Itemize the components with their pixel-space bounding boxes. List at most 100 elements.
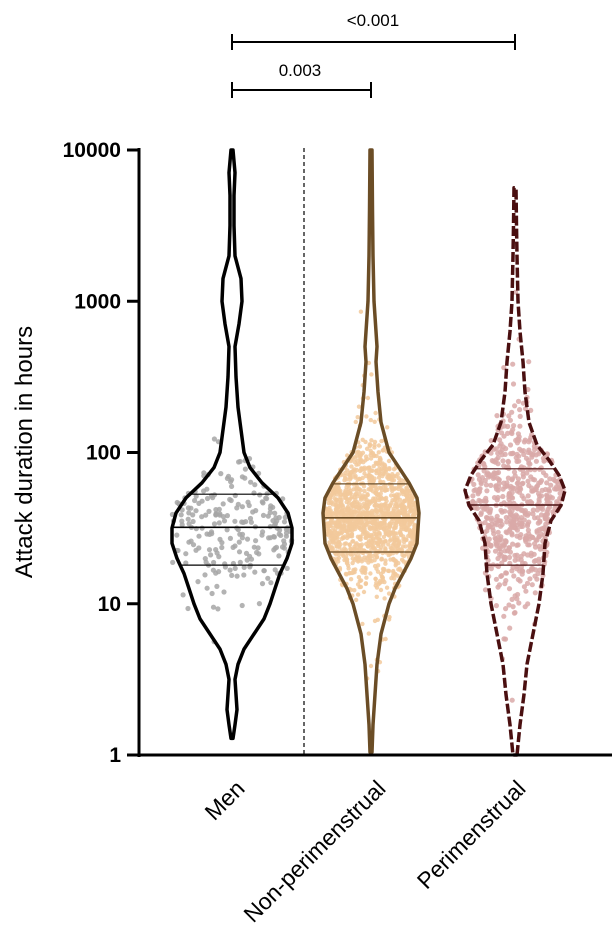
data-point — [363, 581, 368, 587]
data-point — [546, 488, 553, 494]
data-point — [407, 527, 412, 532]
data-point — [248, 519, 254, 525]
data-point — [221, 518, 228, 524]
data-point — [393, 525, 398, 530]
data-point — [511, 610, 517, 616]
data-point — [366, 511, 371, 516]
data-point — [499, 452, 505, 458]
data-point — [555, 486, 561, 492]
data-point — [227, 535, 233, 542]
data-point — [352, 467, 357, 472]
data-point — [406, 488, 412, 493]
data-point — [379, 521, 384, 526]
data-point — [357, 584, 362, 590]
data-point — [361, 565, 366, 570]
y-axis-title: Attack duration in hours — [11, 326, 38, 578]
data-point — [369, 372, 374, 377]
y-ticks: 1 10 100 1000 10000 — [63, 139, 139, 767]
data-point — [174, 532, 180, 538]
data-point — [532, 573, 538, 579]
data-point — [372, 520, 377, 525]
data-point — [355, 477, 360, 482]
data-point — [368, 486, 373, 492]
data-point — [393, 501, 399, 507]
data-point — [274, 518, 280, 524]
data-point — [368, 417, 373, 423]
data-point — [367, 442, 372, 447]
data-point — [500, 458, 506, 464]
data-point — [180, 592, 186, 598]
p-value-label: <0.001 — [347, 11, 399, 30]
data-point — [491, 531, 497, 537]
data-point — [348, 577, 354, 582]
data-point — [378, 525, 383, 530]
data-point — [377, 578, 383, 584]
data-point — [499, 447, 505, 453]
data-point — [361, 460, 366, 465]
data-point — [381, 542, 386, 547]
data-point — [475, 491, 481, 497]
data-point — [354, 486, 359, 491]
data-point — [509, 697, 515, 703]
data-point — [499, 553, 505, 559]
data-point — [374, 508, 379, 513]
data-point — [343, 547, 349, 553]
data-point — [348, 491, 353, 496]
data-point — [402, 522, 407, 528]
data-point — [347, 571, 352, 576]
data-point — [394, 531, 399, 536]
data-point — [543, 521, 549, 527]
data-point — [399, 527, 404, 532]
data-point — [544, 509, 550, 515]
data-point — [539, 506, 546, 512]
data-point — [361, 589, 367, 595]
data-point — [213, 512, 219, 518]
data-point — [507, 549, 513, 555]
data-point — [486, 523, 492, 529]
data-point — [509, 568, 515, 574]
data-point — [354, 505, 360, 510]
data-point — [537, 546, 543, 552]
data-point — [524, 536, 530, 542]
data-point — [482, 520, 488, 526]
data-point — [523, 588, 529, 594]
data-point — [211, 436, 217, 442]
data-point — [272, 567, 278, 573]
data-point — [504, 519, 510, 525]
data-point — [374, 453, 379, 459]
data-point — [196, 500, 202, 506]
data-point — [512, 557, 518, 563]
data-point — [219, 540, 225, 546]
data-point — [271, 534, 277, 540]
violin-men — [170, 148, 294, 741]
data-point — [248, 479, 254, 485]
data-point — [386, 542, 391, 547]
data-point — [239, 519, 245, 525]
data-point — [530, 507, 536, 513]
data-point — [333, 513, 338, 518]
data-point — [281, 519, 288, 525]
data-point — [220, 501, 226, 507]
data-point — [517, 413, 523, 419]
data-point — [354, 519, 360, 524]
data-point — [373, 583, 378, 588]
data-point — [500, 493, 506, 500]
data-point — [220, 514, 226, 520]
data-point — [214, 583, 220, 590]
data-point — [494, 497, 500, 503]
data-point — [282, 514, 288, 521]
data-point — [493, 603, 499, 609]
data-point — [216, 506, 222, 512]
data-point — [412, 524, 418, 529]
data-point — [552, 478, 558, 484]
data-point — [390, 573, 396, 578]
data-point — [517, 446, 523, 452]
data-point — [474, 505, 480, 511]
data-point — [385, 425, 390, 430]
data-point — [368, 526, 373, 532]
data-point — [510, 361, 516, 367]
data-point — [499, 573, 505, 579]
data-point — [354, 555, 359, 560]
data-point — [369, 559, 374, 564]
data-point — [350, 539, 355, 544]
